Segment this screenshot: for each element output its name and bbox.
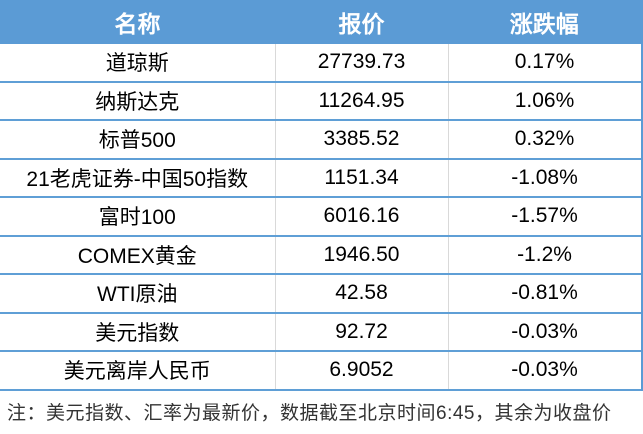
- footnote: 注：美元指数、汇率为最新价，数据截至北京时间6:45，其余为收盘价: [7, 403, 612, 424]
- cell-name: WTI原油: [0, 274, 275, 314]
- table-row: 道琼斯 27739.73 0.17%: [0, 44, 643, 83]
- table-row: 美元指数 92.72 -0.03%: [0, 312, 643, 352]
- cell-name: 标普500: [0, 120, 275, 160]
- table-row: 纳斯达克 11264.95 1.06%: [0, 81, 643, 121]
- column-header-quote: 报价: [275, 0, 448, 44]
- cell-quote: 1946.50: [274, 235, 448, 275]
- table-row: 富时100 6016.16 -1.57%: [0, 197, 643, 237]
- cell-change: -1.08%: [447, 158, 643, 198]
- cell-change: -0.81%: [447, 274, 643, 314]
- cell-change: 1.06%: [447, 81, 643, 121]
- table-row: 21老虎证券-中国50指数 1151.34 -1.08%: [0, 158, 643, 198]
- cell-quote: 42.58: [274, 274, 448, 314]
- cell-name: 美元指数: [0, 312, 275, 352]
- cell-change: 0.17%: [447, 44, 643, 83]
- table-row: WTI原油 42.58 -0.81%: [0, 274, 643, 314]
- cell-name: 富时100: [0, 197, 275, 237]
- cell-quote: 11264.95: [274, 81, 448, 121]
- cell-name: COMEX黄金: [0, 235, 275, 275]
- cell-quote: 1151.34: [274, 158, 448, 198]
- cell-quote: 6.9052: [274, 351, 448, 391]
- table-header-row: 名称 报价 涨跌幅: [0, 0, 643, 44]
- table-row: 标普500 3385.52 0.32%: [0, 120, 643, 160]
- table-row: 美元离岸人民币 6.9052 -0.03%: [0, 351, 643, 391]
- cell-change: -1.57%: [447, 197, 643, 237]
- table-row: COMEX黄金 1946.50 -1.2%: [0, 235, 643, 275]
- cell-name: 21老虎证券-中国50指数: [0, 158, 275, 198]
- cell-name: 道琼斯: [0, 44, 275, 83]
- cell-quote: 6016.16: [274, 197, 448, 237]
- cell-name: 美元离岸人民币: [0, 351, 275, 391]
- cell-change: -0.03%: [447, 351, 643, 391]
- cell-change: 0.32%: [447, 120, 643, 160]
- column-header-change: 涨跌幅: [448, 0, 643, 44]
- column-header-name: 名称: [0, 0, 275, 44]
- market-table: 名称 报价 涨跌幅 道琼斯 27739.73 0.17% 纳斯达克 11264.…: [0, 0, 643, 391]
- cell-quote: 92.72: [274, 312, 448, 352]
- cell-change: -0.03%: [447, 312, 643, 352]
- cell-name: 纳斯达克: [0, 81, 275, 121]
- cell-quote: 27739.73: [274, 44, 448, 83]
- cell-quote: 3385.52: [274, 120, 448, 160]
- cell-change: -1.2%: [447, 235, 643, 275]
